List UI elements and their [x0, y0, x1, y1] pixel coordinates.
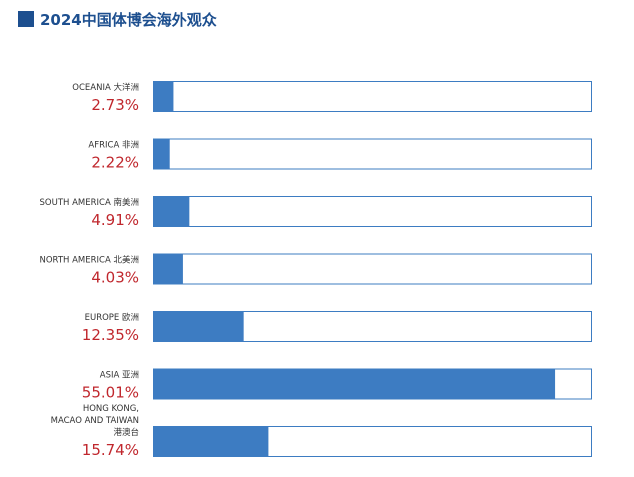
bar-track — [153, 138, 592, 170]
bar — [153, 196, 190, 227]
bar-track — [153, 196, 592, 227]
category-label: AFRICA 非洲 — [88, 140, 139, 151]
category-label: HONG KONG, — [83, 404, 139, 414]
bar-track — [153, 253, 592, 285]
category-label: MACAO AND TAIWAN — [51, 416, 139, 426]
bar — [153, 311, 244, 342]
category-label: NORTH AMERICA 北美洲 — [39, 255, 139, 266]
title-marker-icon — [18, 11, 34, 27]
category-label: EUROPE 欧洲 — [85, 312, 139, 323]
value-label: 4.91% — [91, 211, 139, 229]
chart-title: 2024中国体博会海外观众 — [40, 10, 217, 29]
value-label: 12.35% — [82, 326, 139, 344]
category-label: ASIA 亚洲 — [100, 371, 139, 381]
bar — [153, 254, 183, 284]
bar — [153, 369, 556, 399]
bar — [153, 139, 170, 169]
value-label: 2.22% — [91, 154, 139, 172]
category-label: OCEANIA 大洋洲 — [72, 82, 139, 93]
value-label: 4.03% — [91, 269, 139, 287]
value-label: 15.74% — [82, 441, 139, 459]
value-label: 2.73% — [91, 96, 139, 114]
bar — [153, 426, 269, 457]
value-label: 55.01% — [82, 384, 139, 402]
bar-track — [153, 81, 592, 112]
chart-title-block: 2024中国体博会海外观众 — [18, 8, 217, 30]
bar — [153, 81, 174, 112]
category-label: 港澳台 — [113, 427, 139, 438]
category-label: SOUTH AMERICA 南美洲 — [40, 197, 139, 208]
